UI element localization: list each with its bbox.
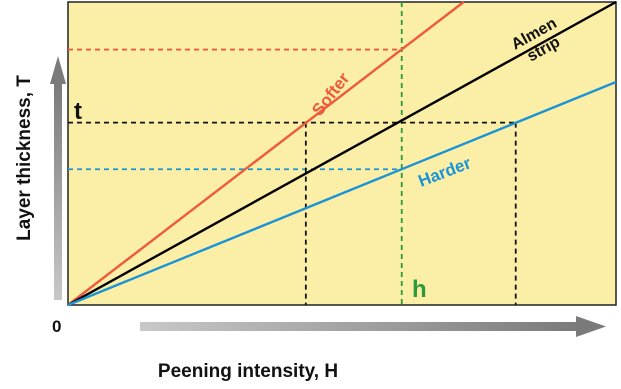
y-axis-label: Layer thickness, T — [14, 75, 35, 241]
h-label: h — [412, 276, 427, 303]
y-axis-arrow — [50, 56, 66, 300]
origin-label: 0 — [52, 317, 61, 336]
almen-strip-line — [67, 0, 617, 307]
x-axis-label: Peening intensity, H — [158, 361, 338, 382]
t-label: t — [74, 98, 82, 125]
series-lines — [67, 0, 617, 307]
x-axis-arrow — [140, 316, 606, 337]
softer-line — [67, 1, 465, 306]
guide-lines — [68, 2, 517, 305]
harder-line — [67, 80, 617, 307]
